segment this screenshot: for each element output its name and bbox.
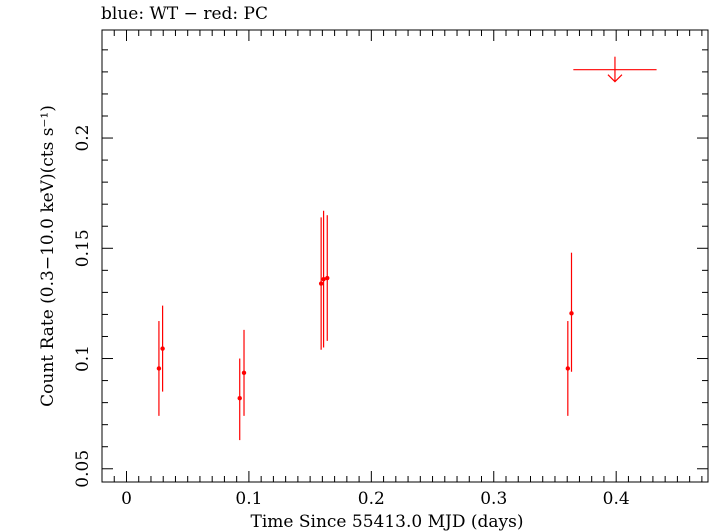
y-tick-label: 0.2	[73, 125, 93, 152]
y-tick-label: 0.15	[73, 229, 93, 267]
x-axis-label: Time Since 55413.0 MJD (days)	[251, 512, 524, 532]
data-point	[160, 346, 165, 351]
upper-limit-arrow-head	[607, 74, 623, 83]
data-point	[318, 281, 324, 286]
data-marks	[156, 56, 657, 441]
y-tick-label: 0.05	[73, 450, 93, 488]
data-point	[325, 275, 330, 281]
data-point	[156, 366, 162, 371]
y-axis-label: Count Rate (0.3−10.0 keV)(cts s⁻¹)	[38, 105, 58, 407]
data-point	[241, 370, 247, 376]
chart-title: blue: WT − red: PC	[101, 4, 268, 24]
x-tick-label: 0.4	[603, 489, 630, 509]
x-tick-label: 0.2	[358, 489, 385, 509]
x-tick-label: 0.3	[480, 489, 507, 509]
axis-ticks	[102, 30, 708, 482]
data-point	[237, 396, 242, 401]
data-point	[321, 276, 326, 282]
plot-frame	[101, 29, 709, 483]
data-point	[565, 366, 571, 371]
x-tick-label: 0	[121, 489, 132, 509]
y-tick-label: 0.1	[73, 345, 93, 372]
x-tick-label: 0.1	[235, 489, 262, 509]
axis-tick-labels: 0 0.1 0.2 0.3 0.4 0.05 0.1 0.15 0.2	[73, 125, 630, 509]
data-point	[569, 311, 574, 316]
